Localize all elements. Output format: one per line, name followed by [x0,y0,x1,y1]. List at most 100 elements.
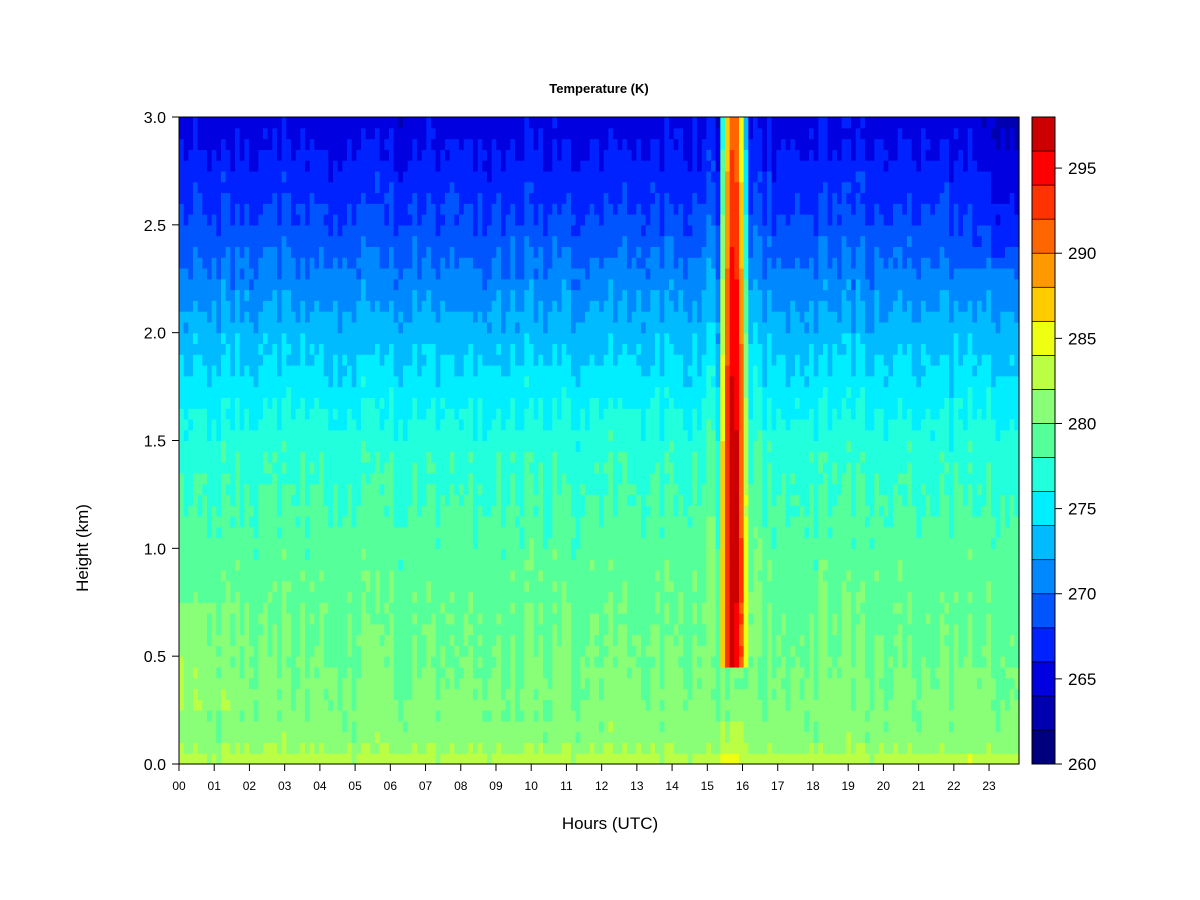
heatmap-cell [412,580,418,593]
heatmap-cell [510,267,516,280]
heatmap-cell [538,515,544,528]
heatmap-cell [323,472,329,485]
heatmap-cell [552,451,558,463]
heatmap-cell [225,645,231,657]
heatmap-cell [552,526,558,539]
heatmap-cell [398,666,404,679]
heatmap-cell [361,677,367,690]
heatmap-cell [557,311,563,323]
heatmap-cell [225,321,231,334]
heatmap-cell [426,505,432,517]
heatmap-cell [412,321,418,334]
heatmap-cell [421,257,427,269]
heatmap-cell [449,440,455,452]
heatmap-cell [277,235,283,247]
heatmap-cell [482,688,488,700]
heatmap-cell [351,214,357,226]
heatmap-cell [351,397,357,409]
heatmap-cell [286,354,292,366]
heatmap-cell [323,720,329,733]
heatmap-cell [179,440,185,452]
heatmap-cell [258,710,264,722]
heatmap-cell [216,386,222,398]
heatmap-cell [487,699,493,711]
heatmap-cell [314,386,320,398]
heatmap-cell [235,462,241,474]
heatmap-cell [421,494,427,506]
heatmap-cell [431,526,437,539]
heatmap-cell [300,375,306,388]
heatmap-cell [505,386,511,398]
heatmap-cell [496,332,502,345]
heatmap-cell [384,537,390,549]
heatmap-cell [543,462,549,474]
heatmap-cell [431,278,437,291]
heatmap-cell [524,289,530,301]
heatmap-cell [272,623,278,636]
heatmap-cell [249,451,255,463]
heatmap-cell [314,257,320,269]
heatmap-cell [440,440,446,452]
heatmap-cell [179,418,185,431]
heatmap-cell [225,418,231,431]
heatmap-cell [239,365,245,377]
heatmap-cell [454,311,460,323]
heatmap-cell [216,267,222,280]
heatmap-cell [538,203,544,215]
heatmap-cell [221,483,227,496]
heatmap-cell [519,117,525,129]
heatmap-cell [440,311,446,323]
heatmap-cell [277,645,283,657]
heatmap-cell [272,170,278,183]
heatmap-cell [314,117,320,129]
heatmap-cell [393,246,399,258]
heatmap-cell [342,278,348,291]
heatmap-cell [253,656,259,668]
heatmap-cell [468,332,474,345]
heatmap-cell [216,160,222,172]
heatmap-cell [398,753,404,765]
heatmap-cell [417,170,423,183]
heatmap-cell [468,569,474,582]
heatmap-cell [384,246,390,258]
heatmap-cell [407,591,413,603]
heatmap-cell [412,440,418,452]
heatmap-cell [216,656,222,668]
heatmap-cell [487,731,493,744]
heatmap-cell [449,569,455,582]
heatmap-cell [403,666,409,679]
heatmap-cell [398,677,404,690]
heatmap-cell [417,365,423,377]
heatmap-cell [491,462,497,474]
heatmap-cell [529,278,535,291]
heatmap-cell [309,623,315,636]
heatmap-cell [543,257,549,269]
heatmap-cell [449,117,455,129]
heatmap-cell [221,440,227,452]
heatmap-cell [398,386,404,398]
heatmap-cell [253,192,259,204]
heatmap-cell [543,472,549,485]
heatmap-cell [244,418,250,431]
heatmap-cell [305,203,311,215]
heatmap-cell [505,170,511,183]
heatmap-cell [319,462,325,474]
heatmap-cell [538,645,544,657]
heatmap-cell [510,321,516,334]
heatmap-cell [370,440,376,452]
heatmap-cell [543,127,549,140]
heatmap-cell [421,710,427,722]
heatmap-cell [398,343,404,355]
heatmap-cell [286,645,292,657]
heatmap-cell [230,117,236,129]
heatmap-cell [193,688,199,700]
heatmap-cell [239,375,245,388]
heatmap-cell [291,548,297,560]
heatmap-cell [543,634,549,646]
heatmap-cell [281,699,287,711]
heatmap-cell [188,117,194,129]
heatmap-cell [305,623,311,636]
heatmap-cell [454,656,460,668]
heatmap-cell [473,483,479,496]
heatmap-cell [281,688,287,700]
